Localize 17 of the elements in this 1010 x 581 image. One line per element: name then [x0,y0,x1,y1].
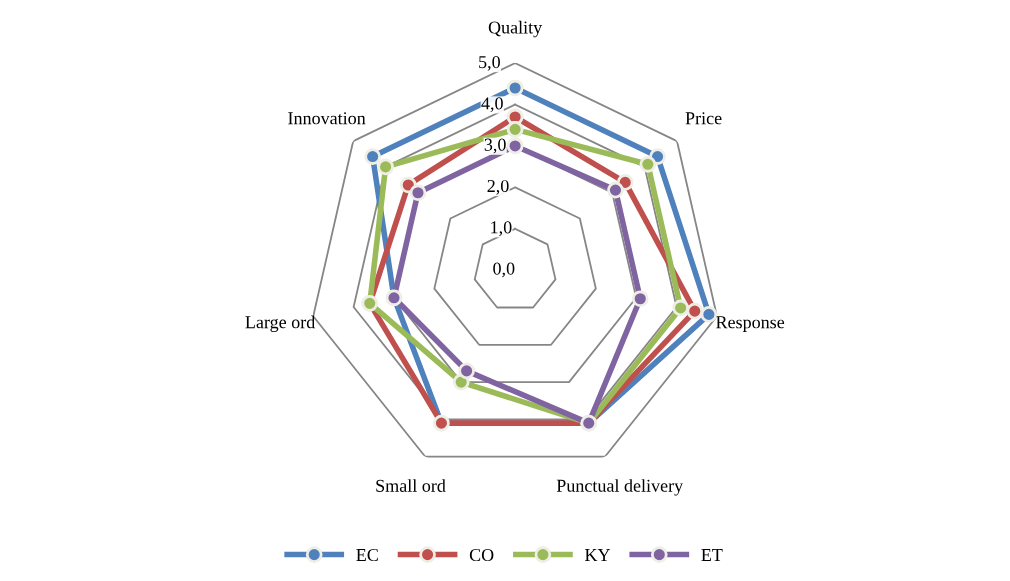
y-tick-label: 5,0 [479,55,500,71]
legend-label: CO [469,548,494,562]
spoke-label: Price [685,112,722,125]
spoke-label: Punctual delivery [556,479,684,496]
spoke-label: Small ord [376,479,446,492]
legend-label: EC [356,548,378,562]
spoke-label: Large ord [245,315,316,333]
y-tick-label: 4,0 [481,97,503,113]
spoke-label: Innovation [288,112,366,125]
y-tick-label: 1,0 [491,221,512,236]
spoke-label: Response [716,316,785,332]
legend-label: ET [701,549,723,561]
y-tick-label: 3,0 [484,138,506,154]
spoke-label: Quality [488,20,543,38]
legend-label: KY [584,549,611,561]
y-tick-label: 0,0 [493,262,515,278]
y-tick-label: 2,0 [487,179,509,195]
